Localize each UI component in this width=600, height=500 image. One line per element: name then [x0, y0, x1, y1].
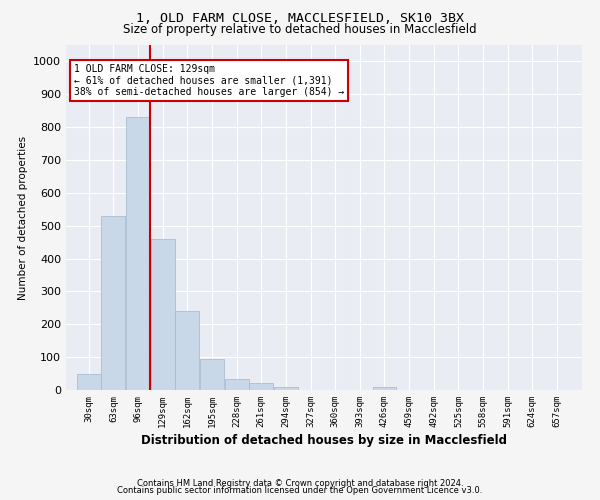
Bar: [126, 118, 150, 390]
Text: 1 OLD FARM CLOSE: 129sqm
← 61% of detached houses are smaller (1,391)
38% of sem: 1 OLD FARM CLOSE: 129sqm ← 61% of detach…: [74, 64, 344, 97]
Text: Contains HM Land Registry data © Crown copyright and database right 2024.: Contains HM Land Registry data © Crown c…: [137, 478, 463, 488]
Text: Contains public sector information licensed under the Open Government Licence v3: Contains public sector information licen…: [118, 486, 482, 495]
Bar: [77, 374, 101, 390]
Y-axis label: Number of detached properties: Number of detached properties: [17, 136, 28, 300]
Bar: [373, 388, 397, 390]
Bar: [151, 239, 175, 390]
Bar: [274, 386, 298, 390]
Bar: [250, 384, 273, 390]
Bar: [101, 216, 125, 390]
Bar: [224, 378, 248, 390]
X-axis label: Distribution of detached houses by size in Macclesfield: Distribution of detached houses by size …: [141, 434, 507, 447]
Text: 1, OLD FARM CLOSE, MACCLESFIELD, SK10 3BX: 1, OLD FARM CLOSE, MACCLESFIELD, SK10 3B…: [136, 12, 464, 26]
Text: Size of property relative to detached houses in Macclesfield: Size of property relative to detached ho…: [123, 22, 477, 36]
Bar: [200, 359, 224, 390]
Bar: [175, 311, 199, 390]
